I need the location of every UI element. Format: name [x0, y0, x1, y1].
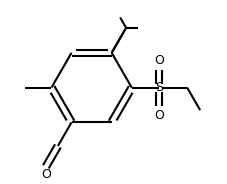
Text: O: O	[41, 168, 51, 181]
Text: S: S	[155, 81, 163, 94]
Text: O: O	[154, 54, 164, 67]
Text: O: O	[154, 109, 164, 122]
